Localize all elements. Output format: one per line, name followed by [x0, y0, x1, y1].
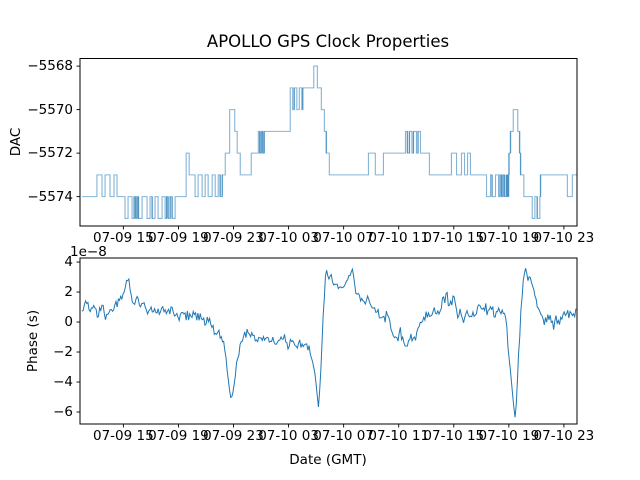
x-tick-label: 07-10 23 [533, 428, 595, 444]
y-tick-label: 4 [64, 254, 73, 271]
x-axis-label: Date (GMT) [289, 452, 367, 468]
x-tick-label: 07-10 07 [313, 230, 374, 246]
x-tick-label: 07-10 03 [258, 230, 319, 246]
y-axis-label-dac: DAC [8, 127, 24, 157]
axes-spines [79, 257, 578, 425]
y-tick-label: 0 [64, 314, 73, 331]
x-tick-label: 07-09 15 [93, 428, 154, 444]
phase-line [81, 267, 577, 418]
y-axis-label-phase: Phase (s) [25, 309, 41, 373]
x-tick-label: 07-09 19 [148, 428, 209, 444]
chart-title: APOLLO GPS Clock Properties [206, 32, 450, 51]
x-tick-label: 07-10 11 [368, 428, 430, 444]
x-tick-label: 07-10 07 [313, 428, 374, 444]
x-tick-label: 07-10 03 [258, 428, 319, 444]
y-tick-label: −4 [53, 374, 73, 390]
y-tick-label: −5570 [27, 101, 73, 118]
y-axis-offset-text: 1e−8 [70, 244, 107, 260]
y-tick-label: −6 [53, 404, 73, 420]
y-tick-label: −5568 [27, 58, 73, 75]
x-tick-label: 07-10 11 [368, 230, 430, 246]
x-tick-label: 07-10 15 [423, 428, 485, 444]
x-tick-label: 07-09 19 [148, 230, 209, 246]
y-tick-label: 2 [64, 284, 73, 301]
x-tick-label: 07-09 23 [203, 230, 264, 246]
y-tick-label: −5572 [27, 145, 73, 162]
x-tick-label: 07-10 19 [478, 428, 540, 444]
axes-spines [79, 58, 578, 227]
x-tick-label: 07-09 15 [93, 230, 154, 246]
y-tick-label: −5574 [27, 188, 73, 205]
x-tick-label: 07-10 19 [478, 230, 540, 246]
x-tick-label: 07-10 23 [533, 230, 595, 246]
x-tick-label: 07-09 23 [203, 428, 264, 444]
x-tick-label: 07-10 15 [423, 230, 485, 246]
y-tick-label: −2 [53, 344, 73, 361]
